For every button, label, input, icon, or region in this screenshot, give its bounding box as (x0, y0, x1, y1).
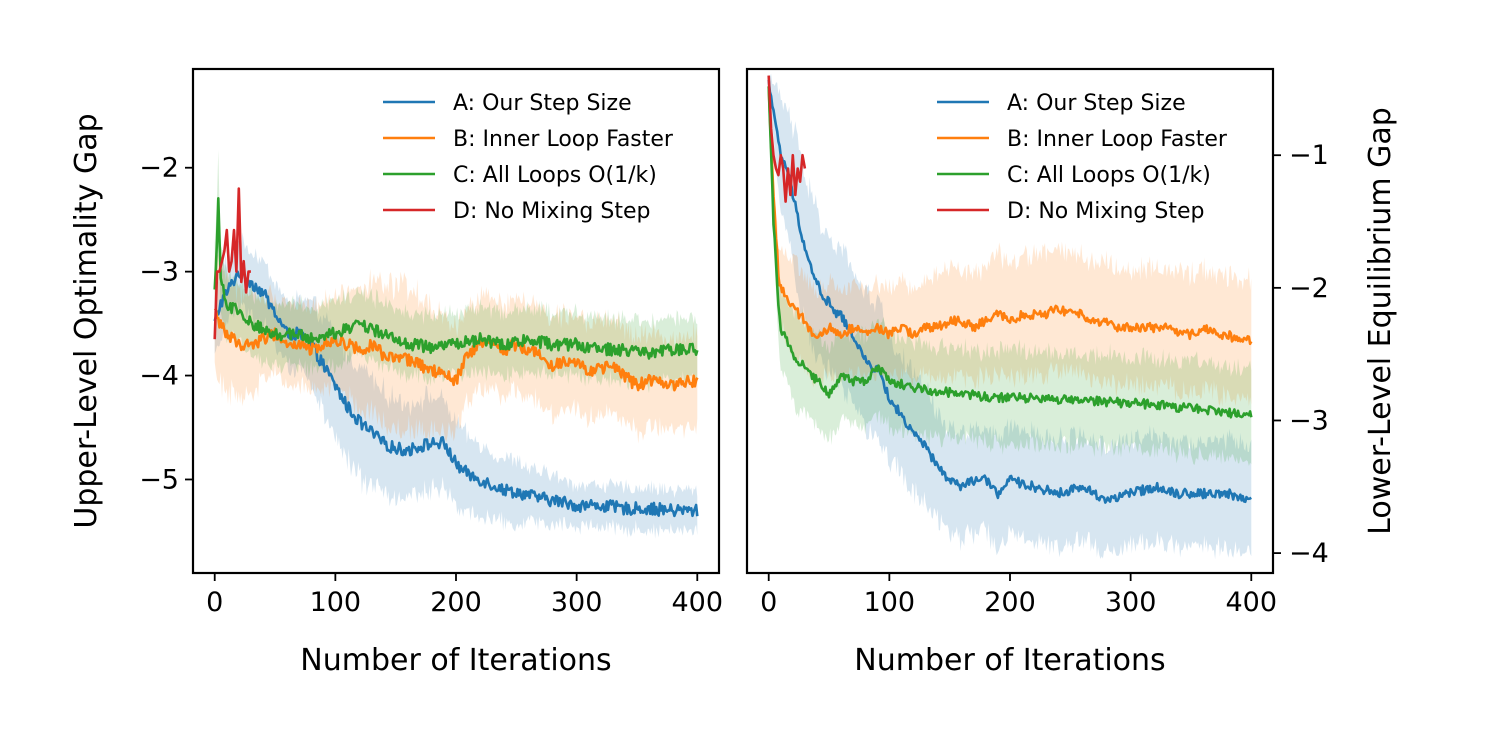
x-tick-label-right-100: 100 (864, 587, 916, 618)
legend-label-left-4: D: No Mixing Step (453, 199, 650, 224)
y-tick-label-right-1: −3 (1289, 405, 1329, 436)
legend-label-left-1: A: Our Step Size (453, 91, 632, 116)
y-tick-label-left-1: −4 (139, 361, 179, 392)
x-tick-label-left-400: 400 (672, 587, 724, 618)
left-chart-x-axis: 0 100 200 300 400 (206, 573, 723, 618)
right-chart-legend: A: Our Step Size B: Inner Loop Faster C: A… (937, 91, 1228, 224)
legend-label-right-4: D: No Mixing Step (1007, 199, 1204, 224)
legend-label-right-3: C: All Loops O(1/k) (1007, 163, 1211, 188)
x-tick-label-left-300: 300 (551, 587, 603, 618)
left-chart-y-axis-title: Upper-Level Optimality Gap (69, 113, 104, 528)
band-right-series-2 (768, 79, 1252, 407)
left-chart-series-lines (213, 187, 699, 518)
legend-label-left-3: C: All Loops O(1/k) (453, 163, 657, 188)
y-tick-label-left-2: −3 (139, 257, 179, 288)
line-right-series-3 (767, 86, 1253, 419)
right-chart-y-axis-title: Lower-Level Equilibrium Gap (1363, 107, 1398, 535)
x-tick-label-right-0: 0 (760, 587, 777, 618)
x-tick-label-right-200: 200 (984, 587, 1036, 618)
line-left-series-4 (213, 187, 251, 340)
right-chart-confidence-bands (768, 73, 1252, 560)
right-chart-panel: 0 100 200 300 400 −4 −3 −2 −1 Number of Iterati… (745, 67, 1398, 678)
left-chart-panel: 0 100 200 300 400 −5 −4 −3 −2 Number of Iterati… (69, 67, 723, 678)
left-chart-y-axis: −5 −4 −3 −2 (139, 153, 193, 495)
line-left-series-1 (213, 267, 699, 518)
right-chart-series-lines (767, 75, 1253, 504)
right-chart-x-axis-title: Number of Iterations (854, 643, 1165, 678)
y-tick-label-right-3: −1 (1289, 140, 1329, 171)
line-left-series-2 (213, 308, 699, 392)
left-chart-x-axis-title: Number of Iterations (300, 643, 611, 678)
x-tick-label-right-400: 400 (1226, 587, 1278, 618)
line-right-series-2 (767, 86, 1253, 346)
x-tick-label-right-300: 300 (1105, 587, 1157, 618)
right-chart-x-axis: 0 100 200 300 400 (760, 573, 1277, 618)
x-tick-label-left-200: 200 (430, 587, 482, 618)
y-tick-label-left-3: −2 (139, 153, 179, 184)
band-right-series-3 (768, 79, 1252, 467)
line-right-series-4 (767, 75, 807, 203)
y-tick-label-right-2: −2 (1289, 273, 1329, 304)
x-tick-label-left-100: 100 (310, 587, 362, 618)
y-tick-label-right-0: −4 (1289, 538, 1329, 569)
legend-label-left-2: B: Inner Loop Faster (453, 127, 674, 152)
legend-label-right-2: B: Inner Loop Faster (1007, 127, 1228, 152)
left-chart-legend: A: Our Step Size B: Inner Loop Faster C: A… (383, 91, 674, 224)
band-right-series-1 (768, 73, 1252, 560)
line-left-series-3 (213, 197, 699, 360)
y-tick-label-left-0: −5 (139, 464, 179, 495)
x-tick-label-left-0: 0 (206, 587, 223, 618)
right-chart-y-axis: −4 −3 −2 −1 (1273, 140, 1329, 569)
legend-label-right-1: A: Our Step Size (1007, 91, 1186, 116)
